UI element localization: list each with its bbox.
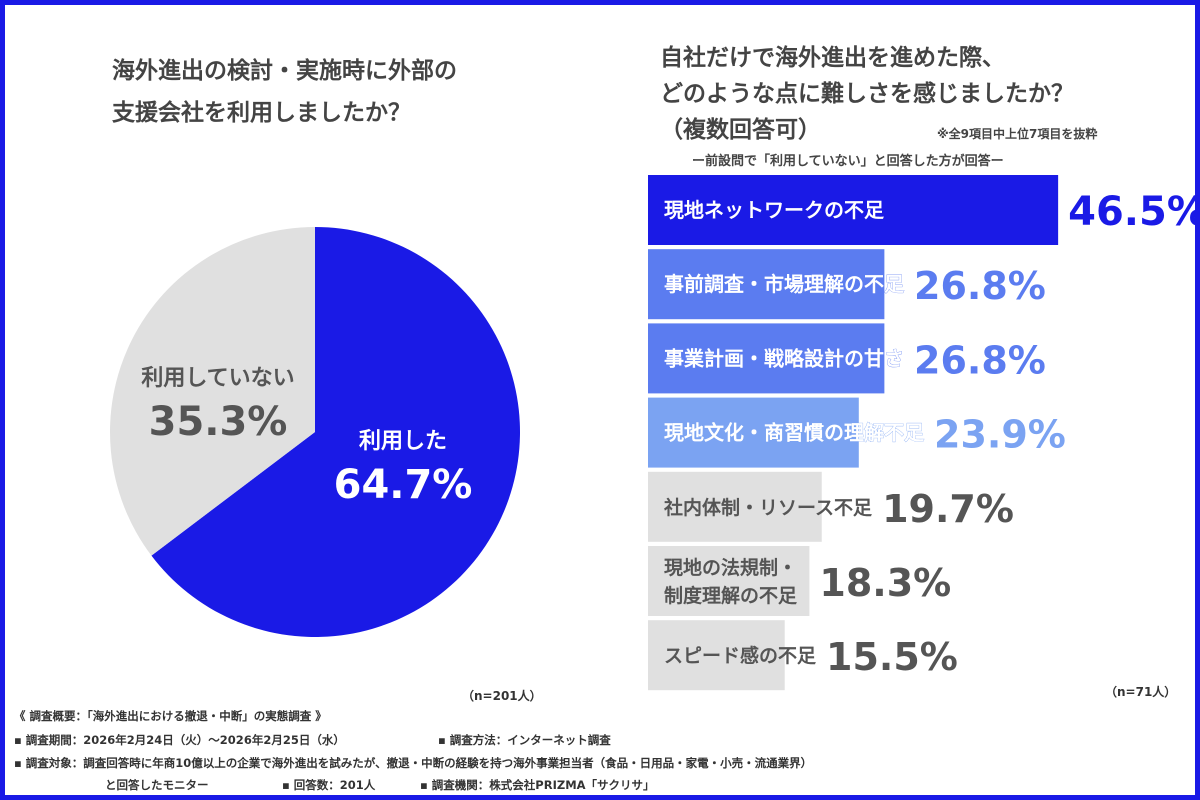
bar-category-label: 現地ネットワークの不足 xyxy=(664,198,885,222)
pie-slice-value: 64.7% xyxy=(334,462,473,508)
pie-slice-label: 利用していない xyxy=(141,366,294,391)
bar-title-line: 自社だけで海外進出を進めた際、 xyxy=(660,45,1005,71)
bar-category-label: 現地の法規制・ xyxy=(664,556,797,579)
footer-target: ▪ 調査対象：調査回答時に年商10億以上の企業で海外進出を試みたが、撤退・中断の… xyxy=(14,756,813,770)
footer-org: ▪ 調査機関：株式会社PRIZMA「サクリサ」 xyxy=(420,778,655,792)
pie-slice xyxy=(109,227,315,556)
bar-value-label: 23.9% xyxy=(934,413,1066,457)
footer-period: ▪ 調査期間：2026年2月24日（火）～2026年2月25日（水） xyxy=(14,733,345,747)
bar xyxy=(648,175,1059,245)
pie-slice-value: 35.3% xyxy=(149,399,288,445)
bar xyxy=(648,397,859,468)
bar xyxy=(648,620,785,691)
bar-category-label: 制度理解の不足 xyxy=(664,584,798,607)
bar-category-label: 事業計画・戦略設計の甘さ xyxy=(664,346,904,370)
bar-title-line: どのような点に難しさを感じましたか？ xyxy=(660,81,1074,107)
bar xyxy=(648,546,810,616)
pie-title: 海外進出の検討・実施時に外部の 支援会社を利用しましたか？ xyxy=(112,50,457,134)
bar xyxy=(648,249,885,320)
bar-value-label: 26.8% xyxy=(914,338,1046,382)
bar-category-label: スピード感の不足 xyxy=(664,644,817,667)
bar-subtitle: ー前設問で「利用していない」と回答した方が回答ー xyxy=(692,154,1004,169)
bar-value-label: 19.7% xyxy=(882,487,1014,531)
bar-value-label: 15.5% xyxy=(826,635,958,679)
footer-target-cont: と回答したモニター xyxy=(105,778,209,792)
pie-title-line: 海外進出の検討・実施時に外部の xyxy=(112,58,457,84)
footer-line1: 《 調査概要：「海外進出における撤退・中断」の実態調査 》 xyxy=(14,709,327,723)
bar-value-label: 46.5% xyxy=(1068,189,1200,235)
bar xyxy=(648,471,822,542)
bar-n-label: （n=71人） xyxy=(1105,685,1177,699)
pie-slice-label: 利用した xyxy=(359,429,447,454)
pie-title-line: 支援会社を利用しましたか？ xyxy=(112,100,411,126)
bar-title: 自社だけで海外進出を進めた際、 どのような点に難しさを感じましたか？ （複数回答… xyxy=(660,40,1074,148)
bar-value-label: 18.3% xyxy=(819,561,951,605)
bar-category-label: 社内体制・リソース不足 xyxy=(663,496,873,519)
bar-value-label: 26.8% xyxy=(914,264,1046,308)
bar-title-line: （複数回答可） xyxy=(660,117,821,143)
pie-slice xyxy=(151,227,520,638)
footer-method: ▪ 調査方法：インターネット調査 xyxy=(438,733,611,747)
pie-n-label: （n=201人） xyxy=(462,689,542,703)
bar-category-label: 事前調査・市場理解の不足 xyxy=(664,272,905,296)
bar-category-label: 現地文化・商習慣の理解不足 xyxy=(664,421,925,445)
footer-count: ▪ 回答数：201人 xyxy=(282,778,376,792)
bar xyxy=(648,323,885,394)
bar-note: ※全9項目中上位7項目を抜粋 xyxy=(937,127,1098,141)
